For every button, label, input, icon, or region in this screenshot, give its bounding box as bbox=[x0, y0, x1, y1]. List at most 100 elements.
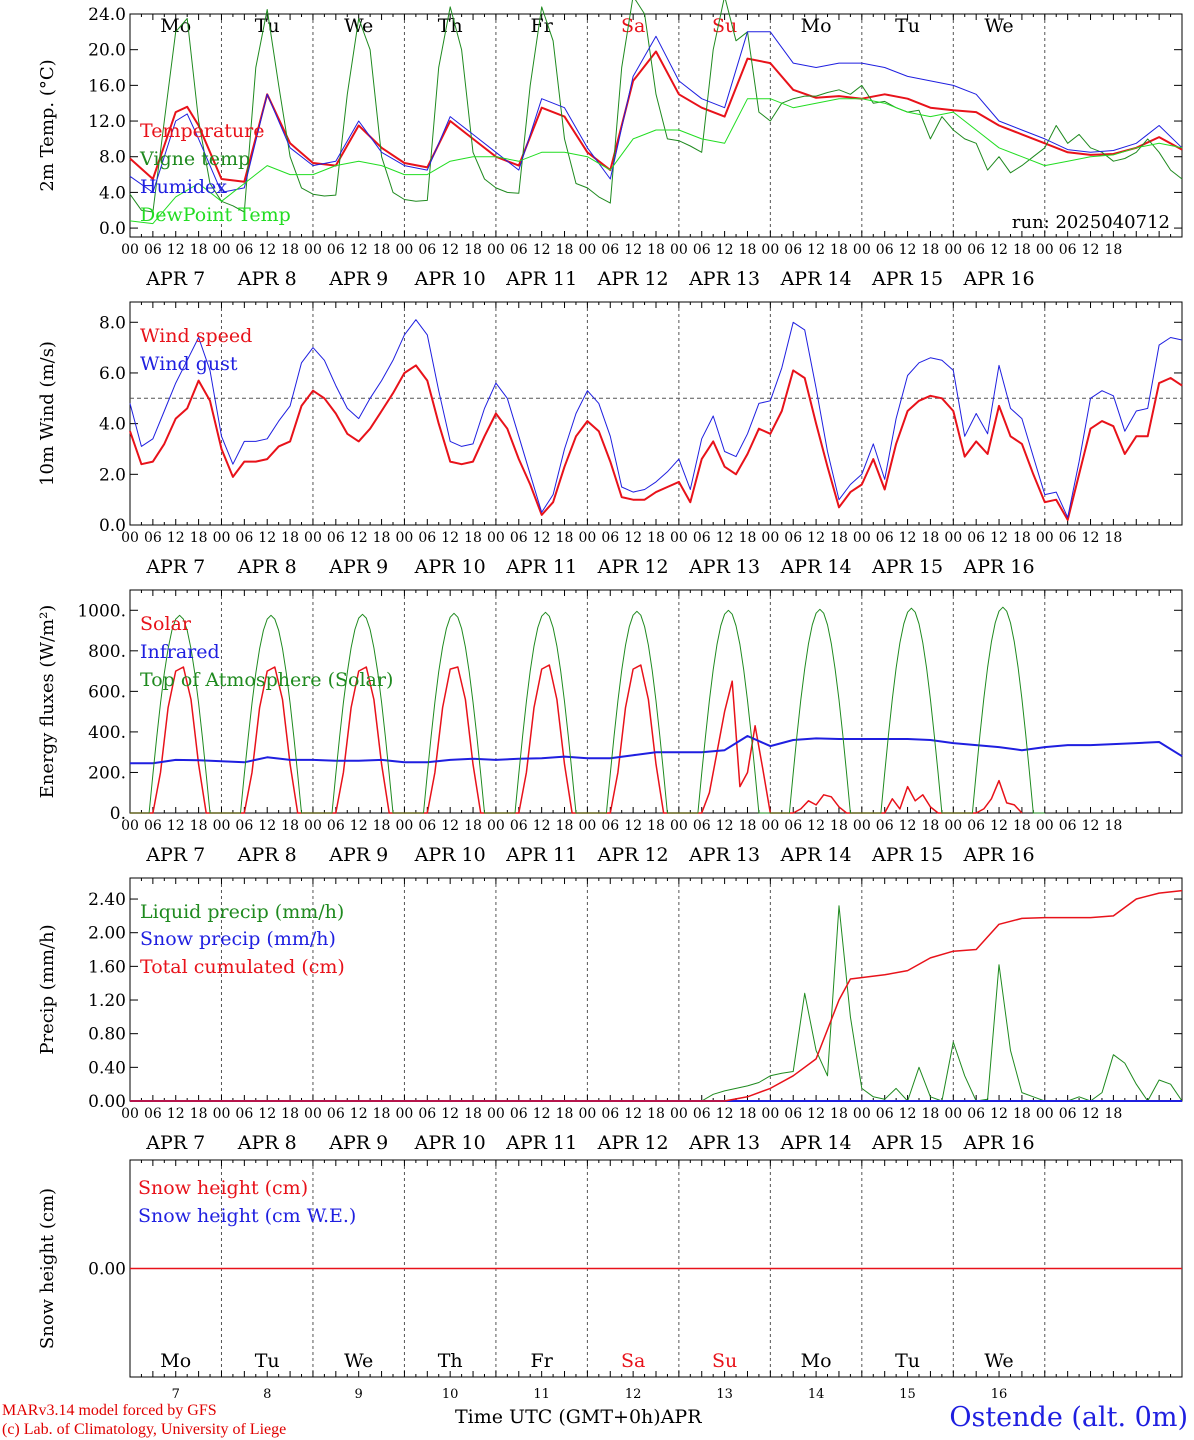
x-date-label: APR 15 bbox=[871, 268, 943, 290]
x-date-label: APR 11 bbox=[505, 268, 577, 290]
x-hour-label: 06 bbox=[327, 242, 345, 258]
y-tick-label: 1.60 bbox=[88, 957, 126, 977]
x-hour-label: 06 bbox=[693, 530, 711, 546]
x-hour-label: 06 bbox=[1059, 818, 1077, 834]
x-hour-label: 12 bbox=[441, 818, 459, 834]
run-label: run: 2025040712 bbox=[1012, 212, 1170, 233]
x-hour-label: 06 bbox=[327, 530, 345, 546]
x-hour-label: 00 bbox=[396, 530, 414, 546]
series-line-temperature bbox=[129, 50, 1183, 183]
x-hour-label: 00 bbox=[213, 1106, 231, 1122]
x-hour-label: 06 bbox=[784, 818, 802, 834]
x-date-label: APR 11 bbox=[505, 1132, 577, 1154]
x-hour-label: 18 bbox=[281, 1106, 299, 1122]
x-hour-label: 18 bbox=[464, 818, 482, 834]
series-line-dewpoint-temp bbox=[129, 98, 1183, 225]
x-date-label: APR 8 bbox=[237, 1132, 297, 1154]
weekday-label: Fr bbox=[531, 15, 554, 37]
x-hour-label: 18 bbox=[190, 242, 208, 258]
x-hour-label: 00 bbox=[396, 1106, 414, 1122]
x-hour-label: 18 bbox=[556, 818, 574, 834]
legend-entry: Infrared bbox=[140, 641, 220, 663]
x-date-label: APR 7 bbox=[145, 844, 205, 866]
y-tick-label: 24.0 bbox=[88, 5, 126, 25]
y-tick-label: 400. bbox=[88, 723, 126, 743]
x-hour-label: 18 bbox=[281, 530, 299, 546]
x-hour-label: 18 bbox=[464, 1106, 482, 1122]
y-tick-label: 800. bbox=[88, 642, 126, 662]
weekday-label: Mo bbox=[160, 1350, 191, 1372]
weekday-label: Mo bbox=[160, 15, 191, 37]
x-hour-label: 12 bbox=[716, 818, 734, 834]
x-hour-label: 06 bbox=[1059, 242, 1077, 258]
x-hour-label: 06 bbox=[510, 1106, 528, 1122]
y-axis-label: Precip (mm/h) bbox=[37, 924, 58, 1054]
y-tick-label: 600. bbox=[88, 682, 126, 702]
x-hour-label: 06 bbox=[876, 818, 894, 834]
x-hour-label: 18 bbox=[190, 530, 208, 546]
x-hour-label: 00 bbox=[761, 818, 779, 834]
x-hour-label: 18 bbox=[1104, 1106, 1122, 1122]
x-hour-label: 12 bbox=[350, 1106, 368, 1122]
x-hour-label: 18 bbox=[190, 818, 208, 834]
x-hour-label: 12 bbox=[350, 530, 368, 546]
x-date-label: APR 9 bbox=[328, 556, 388, 578]
x-date-label: APR 15 bbox=[871, 844, 943, 866]
x-date-label: APR 16 bbox=[963, 556, 1035, 578]
x-hour-label: 06 bbox=[510, 530, 528, 546]
x-hour-label: 00 bbox=[853, 530, 871, 546]
x-hour-label: 18 bbox=[739, 1106, 757, 1122]
x-hour-label: 00 bbox=[1036, 818, 1054, 834]
series-line-humidex bbox=[129, 31, 1183, 193]
x-hour-label: 06 bbox=[784, 530, 802, 546]
x-hour-label: 06 bbox=[327, 1106, 345, 1122]
x-hour-label: 06 bbox=[418, 530, 436, 546]
x-hour-label: 12 bbox=[990, 1106, 1008, 1122]
x-hour-label: 12 bbox=[167, 1106, 185, 1122]
legend-entry: Solar bbox=[140, 613, 192, 635]
x-hour-label: 12 bbox=[441, 530, 459, 546]
y-tick-label: 0. bbox=[110, 804, 126, 824]
station-title: Ostende (alt. 0m) bbox=[949, 1402, 1188, 1433]
x-hour-label: 18 bbox=[1013, 530, 1031, 546]
weekday-label: We bbox=[984, 15, 1013, 37]
legend-entry: Wind speed bbox=[140, 325, 252, 347]
x-hour-label: 18 bbox=[922, 530, 940, 546]
x-hour-label: 12 bbox=[441, 242, 459, 258]
x-date-label: APR 14 bbox=[780, 556, 852, 578]
x-hour-label: 06 bbox=[784, 242, 802, 258]
x-hour-label: 00 bbox=[121, 1106, 139, 1122]
series-line-total-cumulated-cm bbox=[130, 889, 1183, 1102]
x-hour-label: 06 bbox=[235, 1106, 253, 1122]
time-axis-month: APR bbox=[660, 1406, 702, 1428]
x-hour-label: 18 bbox=[647, 242, 665, 258]
x-hour-label: 00 bbox=[670, 1106, 688, 1122]
x-hour-label: 12 bbox=[350, 242, 368, 258]
x-hour-label: 06 bbox=[601, 242, 619, 258]
x-hour-label: 06 bbox=[693, 818, 711, 834]
x-hour-label: 12 bbox=[533, 530, 551, 546]
y-tick-label: 4.0 bbox=[99, 415, 126, 435]
x-hour-label: 00 bbox=[121, 242, 139, 258]
x-hour-label: 00 bbox=[487, 1106, 505, 1122]
x-hour-label: 12 bbox=[350, 818, 368, 834]
weekday-label: Tu bbox=[895, 1350, 920, 1372]
x-hour-label: 06 bbox=[967, 818, 985, 834]
x-date-label: APR 9 bbox=[328, 1132, 388, 1154]
time-axis-label: Time UTC (GMT+0h)APR bbox=[455, 1406, 702, 1428]
x-hour-label: 18 bbox=[556, 242, 574, 258]
x-hour-label: 00 bbox=[213, 242, 231, 258]
x-hour-label: 00 bbox=[121, 818, 139, 834]
y-tick-label: 0.0 bbox=[99, 516, 126, 536]
x-hour-label: 06 bbox=[693, 1106, 711, 1122]
x-hour-label: 12 bbox=[258, 1106, 276, 1122]
x-hour-label: 06 bbox=[876, 530, 894, 546]
x-hour-label: 12 bbox=[167, 530, 185, 546]
y-tick-label: 2.0 bbox=[99, 465, 126, 485]
x-day-number: 13 bbox=[716, 1387, 733, 1402]
x-hour-label: 00 bbox=[761, 242, 779, 258]
x-hour-label: 00 bbox=[853, 1106, 871, 1122]
x-hour-label: 12 bbox=[990, 818, 1008, 834]
weekday-label: Tu bbox=[255, 1350, 280, 1372]
x-hour-label: 00 bbox=[578, 242, 596, 258]
